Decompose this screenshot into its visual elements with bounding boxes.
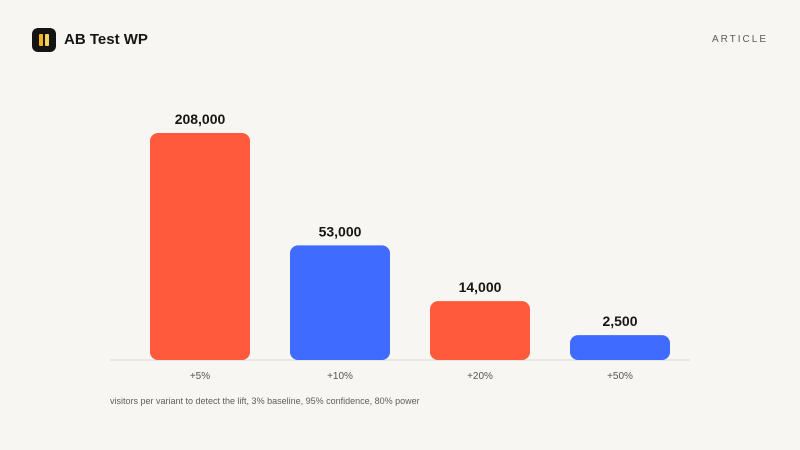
- bar-+10%: [290, 245, 390, 360]
- bar-+5%: [150, 133, 250, 360]
- x-tick-label: +10%: [327, 371, 353, 382]
- bar-value-label: 14,000: [459, 279, 502, 295]
- x-tick-label: +5%: [190, 371, 210, 382]
- bar-+20%: [430, 301, 530, 360]
- brand-logo-icon[interactable]: [32, 28, 56, 52]
- x-tick-label: +20%: [467, 371, 493, 382]
- chart-caption: visitors per variant to detect the lift,…: [110, 396, 420, 406]
- bar-value-label: 208,000: [175, 111, 226, 127]
- brand-name[interactable]: AB Test WP: [64, 31, 148, 48]
- bar-+50%: [570, 335, 670, 360]
- logo-bar-left: [39, 34, 43, 46]
- x-tick-label: +50%: [607, 371, 633, 382]
- bars-group: 208,000 +5% 53,000 +10% 14,000 +20% 2,500 +50%: [150, 111, 670, 382]
- bar-value-label: 2,500: [602, 313, 637, 329]
- bar-value-label: 53,000: [319, 223, 362, 239]
- logo-bar-right: [45, 34, 49, 46]
- article-link[interactable]: ARTICLE: [711, 34, 768, 45]
